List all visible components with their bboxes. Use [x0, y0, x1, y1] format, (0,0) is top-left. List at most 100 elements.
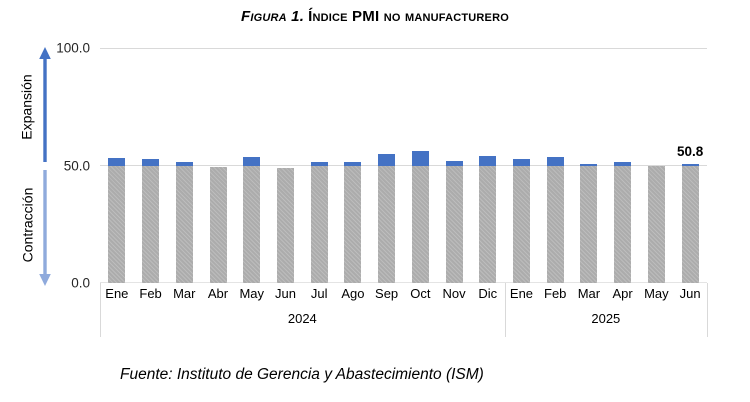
- bar-segment-below-threshold: [209, 166, 227, 283]
- chart-title-main: Índice PMI no manufacturero: [308, 8, 509, 25]
- bar-segment-above-threshold: [243, 156, 261, 166]
- bar-segment-above-threshold: [681, 163, 699, 166]
- pmi-bar: [647, 165, 665, 283]
- bar-segment-above-threshold: [310, 162, 328, 166]
- month-tick-label: Jul: [310, 286, 328, 301]
- bar-segment-below-threshold: [479, 165, 497, 283]
- month-tick-label: May: [239, 286, 265, 301]
- bar-segment-below-threshold: [378, 165, 396, 283]
- month-tick-label: Apr: [612, 286, 633, 301]
- pmi-bar: [512, 158, 530, 283]
- year-label: 2025: [591, 311, 621, 326]
- bar-segment-above-threshold: [344, 161, 362, 166]
- y-tick-label: 0.0: [71, 275, 90, 291]
- bar-slot: [134, 48, 168, 283]
- expansion-contraction-arrows-icon: [39, 47, 51, 286]
- gridline: [100, 282, 707, 283]
- bar-segment-above-threshold: [512, 158, 530, 166]
- month-tick-label: Dic: [478, 286, 498, 301]
- pmi-bar: [681, 163, 699, 283]
- bar-segment-above-threshold: [614, 161, 632, 166]
- pmi-bar: [445, 160, 463, 283]
- bar-slot: [201, 48, 235, 283]
- month-tick-label: Sep: [375, 286, 399, 301]
- expansion-axis-label: Expansión: [19, 74, 36, 140]
- month-axis-labels: Ene Feb Mar Abr May Jun Jul Ago Sep Oct Nov Dic Ene F…: [100, 286, 707, 301]
- month-tick-label: May: [644, 286, 669, 301]
- bar-slot: [370, 48, 404, 283]
- year-axis-labels: 2024 2025: [100, 311, 707, 333]
- bar-segment-below-threshold: [546, 165, 564, 283]
- pmi-bar: [411, 151, 429, 283]
- month-tick-label: Ago: [341, 286, 365, 301]
- bar-segment-above-threshold: [411, 151, 429, 166]
- bar-segment-below-threshold: [411, 165, 429, 283]
- axis-separator: [100, 283, 101, 337]
- bar-slot: [269, 48, 303, 283]
- bar-slot: [302, 48, 336, 283]
- bar-segment-below-threshold: [344, 165, 362, 283]
- pmi-bar: [142, 159, 160, 283]
- month-tick-label: Nov: [442, 286, 466, 301]
- bar-segment-above-threshold: [479, 155, 497, 166]
- month-tick-label: Mar: [577, 286, 601, 301]
- month-tick-label: Ene: [105, 286, 129, 301]
- bar-segment-above-threshold: [175, 162, 193, 166]
- year-label: 2024: [287, 311, 317, 326]
- pmi-bar: [175, 162, 193, 283]
- source-note: Fuente: Instituto de Gerencia y Abasteci…: [120, 366, 484, 383]
- last-value-label: 50.8: [676, 143, 704, 159]
- bar-segment-below-threshold: [614, 165, 632, 283]
- bar-slot: [167, 48, 201, 283]
- plot-area: 50.8: [100, 48, 707, 283]
- bar-slot: [437, 48, 471, 283]
- chart-title: Figura 1. Índice PMI no manufacturero: [0, 8, 750, 25]
- bar-segment-below-threshold: [243, 165, 261, 283]
- bar-slot: [100, 48, 134, 283]
- gridline: [100, 48, 707, 49]
- bar-segment-below-threshold: [108, 165, 126, 283]
- y-tick-label: 100.0: [56, 40, 90, 56]
- pmi-bar: [479, 155, 497, 283]
- pmi-bar: [580, 163, 598, 283]
- bar-segment-below-threshold: [647, 165, 665, 283]
- bar-slot: [538, 48, 572, 283]
- bar-segment-below-threshold: [276, 168, 294, 283]
- pmi-bar: [108, 157, 126, 283]
- bar-slot: 50.8: [673, 48, 707, 283]
- bar-segment-below-threshold: [310, 165, 328, 283]
- month-tick-label: Jun: [679, 286, 701, 301]
- bar-slot: [471, 48, 505, 283]
- bar-slot: [572, 48, 606, 283]
- y-tick-label: 50.0: [63, 158, 90, 173]
- bar-segment-below-threshold: [445, 165, 463, 283]
- bar-slot: [606, 48, 640, 283]
- bar-segment-above-threshold: [378, 154, 396, 166]
- bar-slot: [640, 48, 674, 283]
- month-tick-label: Abr: [207, 286, 229, 301]
- bar-segment-below-threshold: [681, 165, 699, 283]
- pmi-bar: [378, 154, 396, 283]
- pmi-bar: [546, 157, 564, 283]
- bar-segment-below-threshold: [580, 165, 598, 283]
- bar-segment-above-threshold: [546, 157, 564, 166]
- pmi-bar: [614, 161, 632, 283]
- month-tick-label: Feb: [139, 286, 162, 301]
- bar-slot: [235, 48, 269, 283]
- bar-segment-above-threshold: [580, 163, 598, 166]
- bar-segment-above-threshold: [445, 160, 463, 166]
- bar-slot: [403, 48, 437, 283]
- gridline: [100, 164, 707, 166]
- pmi-bar: [243, 156, 261, 283]
- bar-slot: [336, 48, 370, 283]
- pmi-bar: [276, 168, 294, 283]
- chart-title-prefix: Figura 1.: [241, 8, 305, 25]
- bar-segment-below-threshold: [142, 165, 160, 283]
- contraction-axis-label: Contracción: [19, 187, 36, 263]
- bar-segment-below-threshold: [512, 165, 530, 283]
- bar-segment-above-threshold: [108, 157, 126, 166]
- pmi-bar: [344, 161, 362, 283]
- axis-separator: [707, 283, 708, 337]
- bar-series: 50.8: [100, 48, 707, 283]
